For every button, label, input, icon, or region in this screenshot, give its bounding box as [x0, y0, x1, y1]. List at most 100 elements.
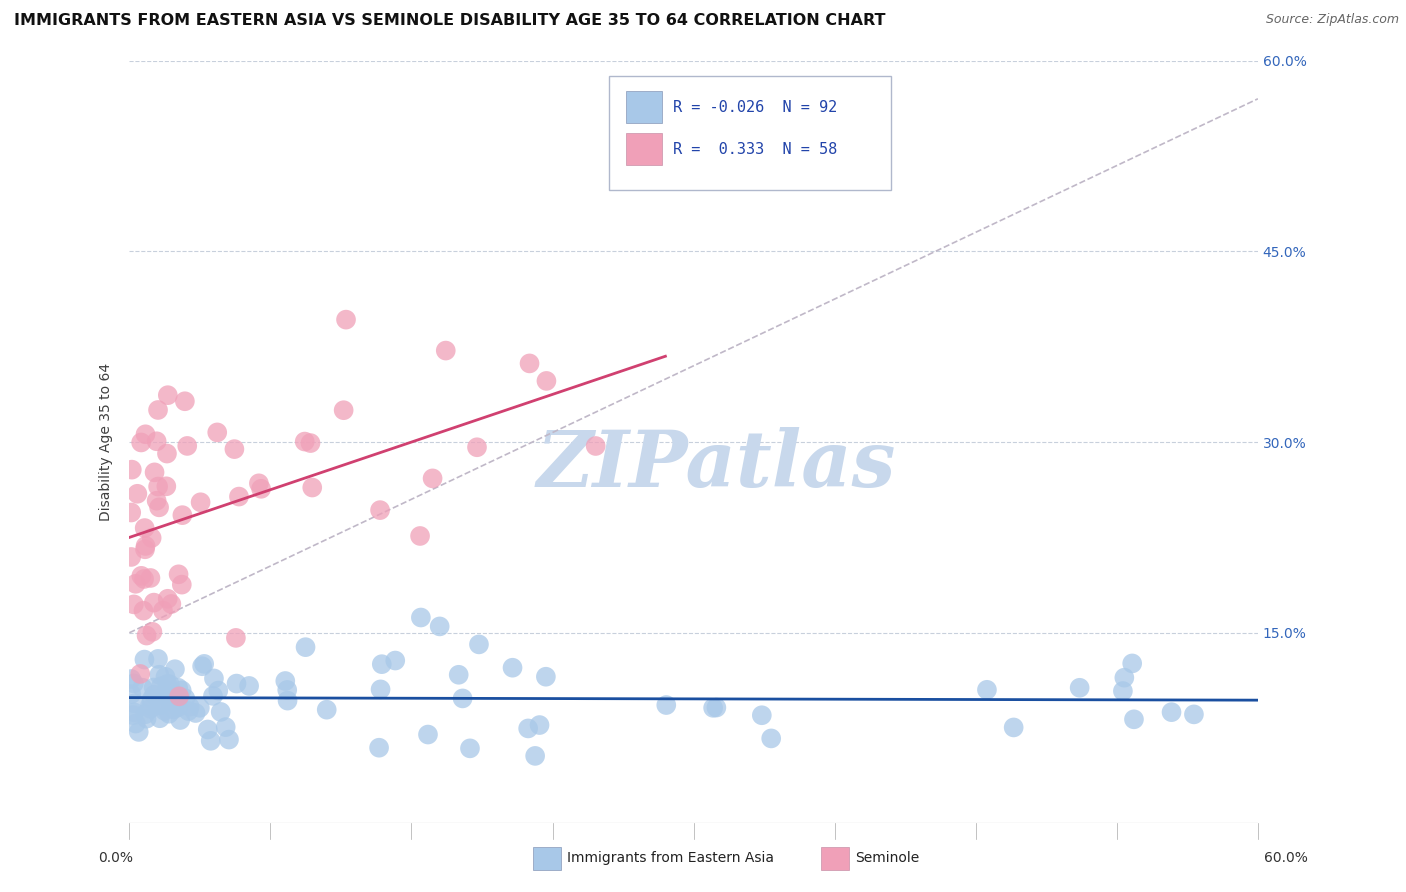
Point [146, 403, 169, 417]
Point [167, 690, 190, 704]
Point [238, 679, 260, 693]
Point [134, 652, 156, 666]
Point [122, 708, 145, 723]
Point [129, 435, 152, 450]
Point [163, 702, 186, 716]
Point [502, 661, 524, 675]
FancyBboxPatch shape [626, 133, 662, 165]
Point [534, 670, 557, 684]
Point [172, 508, 194, 523]
Point [409, 529, 432, 543]
Point [416, 727, 439, 741]
Point [146, 652, 169, 666]
Point [135, 539, 157, 553]
Point [702, 701, 724, 715]
Point [174, 691, 197, 706]
Point [190, 495, 212, 509]
Point [141, 531, 163, 545]
Point [167, 567, 190, 582]
Point [120, 687, 142, 701]
Point [761, 731, 783, 746]
Point [120, 549, 142, 564]
Point [335, 312, 357, 326]
Point [1121, 657, 1143, 671]
Point [224, 442, 246, 456]
Point [188, 701, 211, 715]
Point [294, 434, 316, 449]
Point [167, 700, 190, 714]
Point [179, 699, 201, 714]
Point [139, 571, 162, 585]
Point [1114, 671, 1136, 685]
Point [159, 677, 181, 691]
Point [536, 374, 558, 388]
Point [1182, 707, 1205, 722]
Point [1160, 705, 1182, 719]
FancyBboxPatch shape [626, 91, 662, 123]
Point [294, 640, 316, 655]
Point [139, 702, 162, 716]
Point [184, 706, 207, 720]
Point [1123, 712, 1146, 726]
Point [274, 673, 297, 688]
Point [207, 683, 229, 698]
Y-axis label: Disability Age 35 to 64: Disability Age 35 to 64 [100, 363, 114, 521]
Point [132, 572, 155, 586]
Point [519, 356, 541, 370]
Point [156, 591, 179, 606]
Point [165, 697, 187, 711]
Point [155, 670, 177, 684]
Point [135, 629, 157, 643]
Point [200, 734, 222, 748]
Point [142, 596, 165, 610]
Text: 60.0%: 60.0% [1264, 851, 1308, 865]
Point [976, 682, 998, 697]
Point [155, 685, 177, 699]
Point [225, 631, 247, 645]
Point [120, 672, 142, 686]
Point [135, 712, 157, 726]
Point [167, 681, 190, 695]
Point [170, 683, 193, 698]
Point [153, 693, 176, 707]
Point [655, 698, 678, 712]
Point [191, 659, 214, 673]
Point [1069, 681, 1091, 695]
Point [409, 610, 432, 624]
Point [149, 711, 172, 725]
Point [129, 667, 152, 681]
Point [277, 693, 299, 707]
Point [145, 434, 167, 449]
Point [170, 577, 193, 591]
Point [468, 637, 491, 651]
Point [202, 672, 225, 686]
Point [122, 706, 145, 720]
Point [134, 707, 156, 722]
Point [368, 503, 391, 517]
Point [163, 662, 186, 676]
Point [160, 597, 183, 611]
Point [148, 500, 170, 515]
Text: 0.0%: 0.0% [98, 851, 134, 865]
Point [368, 740, 391, 755]
Point [153, 704, 176, 718]
Point [250, 482, 273, 496]
Point [301, 481, 323, 495]
Point [458, 741, 481, 756]
Point [134, 521, 156, 535]
Point [124, 576, 146, 591]
Point [209, 705, 232, 719]
Point [156, 446, 179, 460]
Point [215, 720, 238, 734]
Point [139, 698, 162, 713]
Point [447, 667, 470, 681]
Point [141, 692, 163, 706]
Point [517, 722, 540, 736]
Point [332, 403, 354, 417]
Point [146, 479, 169, 493]
Point [524, 748, 547, 763]
Point [167, 690, 190, 704]
Point [529, 718, 551, 732]
Point [299, 436, 322, 450]
Point [218, 732, 240, 747]
